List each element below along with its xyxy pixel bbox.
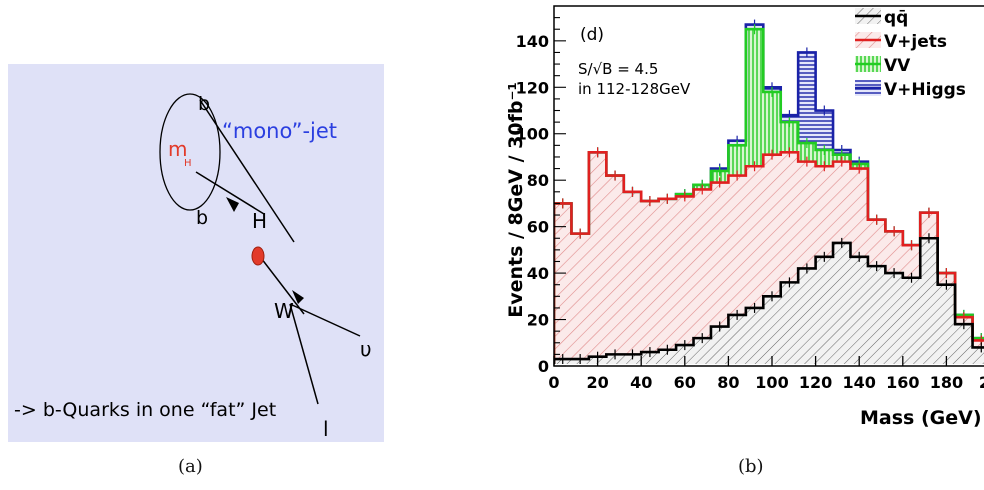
x-tick-label: 160	[886, 373, 919, 392]
x-tick-label: 60	[674, 373, 696, 392]
line-qq	[554, 236, 984, 364]
label-H: H	[252, 209, 267, 233]
higgs-w-line	[257, 253, 305, 315]
jet-ellipse	[159, 93, 221, 211]
annotation-sb: S/√B = 4.5	[578, 60, 658, 78]
y-tick-label: 100	[516, 125, 549, 144]
x-axis-label: Mass (GeV)	[860, 407, 982, 429]
b-quark-line-bottom	[195, 171, 265, 215]
higgs-diagram: b “mono”-jet m H b H W υ l -> b-Quarks i…	[14, 93, 372, 441]
x-tick-label: 180	[930, 373, 963, 392]
y-tick-label: 40	[527, 264, 549, 283]
mass-histogram: 0204060801001201401601802002040608010012…	[505, 5, 984, 429]
legend-label: V+jets	[884, 32, 947, 52]
w-nu-line	[289, 303, 361, 337]
y-tick-label: 120	[516, 78, 549, 97]
label-nu: υ	[360, 337, 372, 361]
x-tick-label: 20	[586, 373, 608, 392]
arrow-icon	[292, 290, 304, 304]
x-tick-label: 20	[979, 373, 984, 392]
label-m-sub: H	[184, 158, 192, 169]
annotation-window: in 112-128GeV	[578, 80, 691, 98]
x-tick-label: 40	[630, 373, 652, 392]
y-tick-label: 80	[527, 171, 549, 190]
label-mono-jet: “mono”-jet	[222, 119, 337, 143]
b-quark-line-top	[199, 99, 295, 243]
legend-label: V+Higgs	[884, 80, 966, 100]
y-tick-label: 20	[527, 311, 549, 330]
y-axis-label: Events / 8GeV / 30fb⁻¹	[505, 82, 527, 318]
line-vjets	[554, 151, 984, 364]
w-lepton-line	[289, 303, 319, 405]
y-tick-label: 60	[527, 218, 549, 237]
x-tick-label: 80	[717, 373, 739, 392]
higgs-dot	[251, 246, 265, 266]
label-b-top: b	[198, 93, 210, 115]
legend-label: VV	[884, 56, 911, 76]
caption-b: (b)	[738, 456, 764, 477]
x-tick-label: 140	[842, 373, 875, 392]
footer-text: -> b-Quarks in one “fat” Jet	[14, 399, 276, 421]
label-l: l	[323, 417, 329, 441]
diagram-panel: b “mono”-jet m H b H W υ l -> b-Quarks i…	[8, 64, 384, 442]
label-b-bottom: b	[196, 207, 208, 229]
x-tick-label: 120	[799, 373, 832, 392]
x-tick-label: 100	[755, 373, 788, 392]
y-tick-label: 140	[516, 32, 549, 51]
y-tick-label: 0	[538, 357, 549, 376]
panel-label: (d)	[580, 25, 604, 45]
label-W: W	[274, 299, 294, 323]
legend-label: qq̄	[884, 8, 908, 28]
label-m: m	[168, 137, 187, 161]
arrow-icon	[226, 197, 239, 212]
caption-a: (a)	[178, 456, 203, 477]
x-tick-label: 0	[548, 373, 559, 392]
